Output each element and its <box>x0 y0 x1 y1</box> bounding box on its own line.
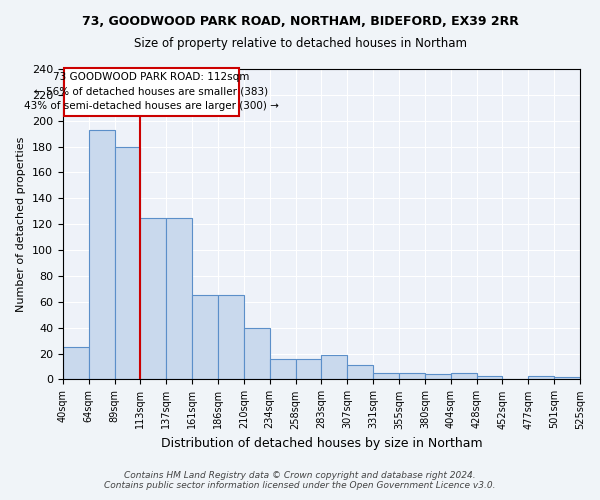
Bar <box>244 328 269 380</box>
Bar <box>425 374 451 380</box>
Bar <box>269 358 296 380</box>
Bar <box>451 373 476 380</box>
FancyBboxPatch shape <box>64 68 239 116</box>
Bar <box>528 376 554 380</box>
Bar <box>476 376 502 380</box>
Bar <box>322 355 347 380</box>
Bar <box>218 296 244 380</box>
Bar <box>63 347 89 380</box>
Bar <box>115 146 140 380</box>
Bar <box>140 218 166 380</box>
Bar <box>347 365 373 380</box>
Bar <box>373 373 399 380</box>
Bar <box>89 130 115 380</box>
Bar <box>166 218 192 380</box>
Text: Contains HM Land Registry data © Crown copyright and database right 2024.
Contai: Contains HM Land Registry data © Crown c… <box>104 470 496 490</box>
Text: 73 GOODWOOD PARK ROAD: 112sqm
← 56% of detached houses are smaller (383)
43% of : 73 GOODWOOD PARK ROAD: 112sqm ← 56% of d… <box>24 72 279 112</box>
Y-axis label: Number of detached properties: Number of detached properties <box>16 136 26 312</box>
Bar <box>192 296 218 380</box>
Bar <box>399 373 425 380</box>
Text: Size of property relative to detached houses in Northam: Size of property relative to detached ho… <box>133 38 467 51</box>
Bar <box>554 377 580 380</box>
Text: 73, GOODWOOD PARK ROAD, NORTHAM, BIDEFORD, EX39 2RR: 73, GOODWOOD PARK ROAD, NORTHAM, BIDEFOR… <box>82 15 518 28</box>
X-axis label: Distribution of detached houses by size in Northam: Distribution of detached houses by size … <box>161 437 482 450</box>
Bar <box>296 358 322 380</box>
